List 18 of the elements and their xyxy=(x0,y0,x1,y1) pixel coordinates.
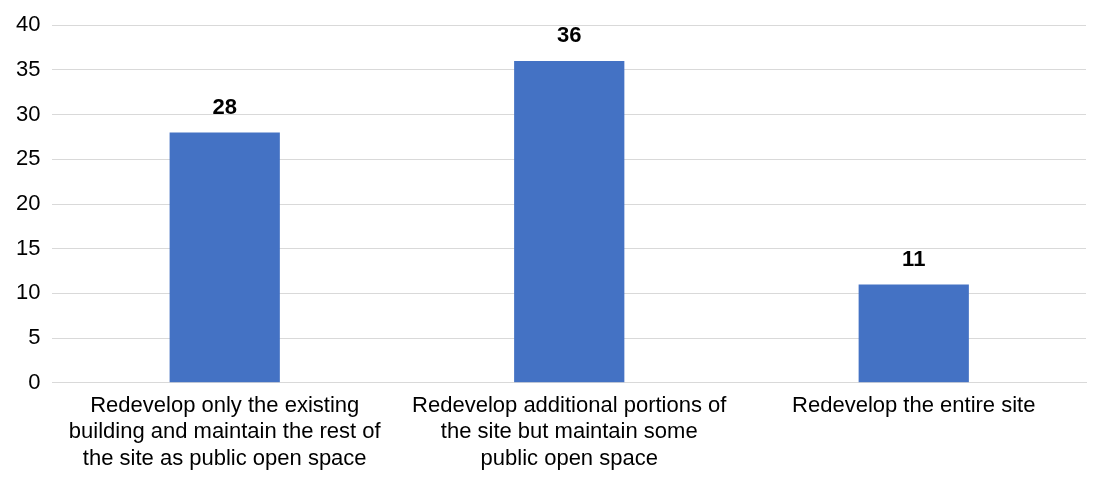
data-label: 11 xyxy=(902,245,926,271)
y-tick-label: 5 xyxy=(28,324,41,350)
bar xyxy=(858,284,969,383)
y-tick-label: 30 xyxy=(15,100,41,126)
x-tick-label: Redevelop only the existing building and maintain the rest of the site as public open space xyxy=(68,392,382,470)
bar xyxy=(169,132,280,383)
bar xyxy=(514,60,625,383)
x-tick-label: Redevelop the entire site xyxy=(792,392,1036,418)
y-tick-label: 20 xyxy=(15,190,41,216)
y-tick-label: 25 xyxy=(15,145,41,171)
data-label: 28 xyxy=(212,93,237,119)
x-tick-label: Redevelop additional portions of the site but maintain some public open space xyxy=(412,392,728,470)
y-tick-label: 0 xyxy=(28,368,41,394)
y-tick-label: 35 xyxy=(15,55,41,81)
y-tick-label: 40 xyxy=(15,11,41,37)
data-label: 36 xyxy=(556,22,582,48)
y-tick-label: 15 xyxy=(15,234,41,260)
y-tick-label: 10 xyxy=(15,279,41,305)
